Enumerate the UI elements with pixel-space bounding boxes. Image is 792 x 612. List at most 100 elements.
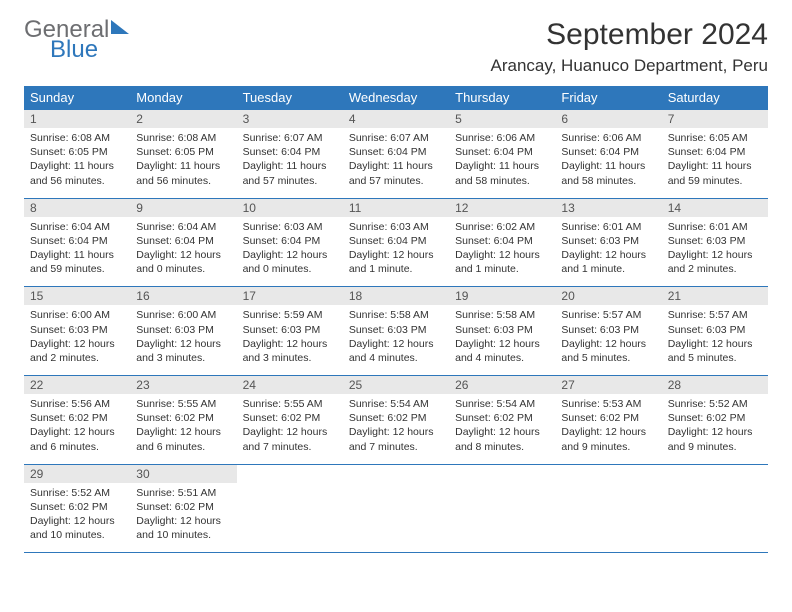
day-number: 10: [237, 199, 343, 217]
day-line-d1: Daylight: 12 hours: [561, 425, 655, 439]
weekday-header: Friday: [555, 86, 661, 110]
day-body: Sunrise: 5:54 AMSunset: 6:02 PMDaylight:…: [449, 394, 555, 464]
day-line-d2: and 1 minute.: [349, 262, 443, 276]
day-body: Sunrise: 5:55 AMSunset: 6:02 PMDaylight:…: [130, 394, 236, 464]
day-line-ss: Sunset: 6:03 PM: [349, 323, 443, 337]
day-number: 6: [555, 110, 661, 128]
day-number: 21: [662, 287, 768, 305]
day-line-ss: Sunset: 6:03 PM: [136, 323, 230, 337]
day-line-ss: Sunset: 6:02 PM: [455, 411, 549, 425]
day-line-ss: Sunset: 6:04 PM: [455, 234, 549, 248]
day-body: Sunrise: 5:57 AMSunset: 6:03 PMDaylight:…: [555, 305, 661, 375]
day-line-sr: Sunrise: 6:07 AM: [349, 131, 443, 145]
day-line-d2: and 9 minutes.: [668, 440, 762, 454]
day-line-d1: Daylight: 11 hours: [30, 248, 124, 262]
calendar-day-cell: 6Sunrise: 6:06 AMSunset: 6:04 PMDaylight…: [555, 110, 661, 199]
day-line-sr: Sunrise: 5:52 AM: [30, 486, 124, 500]
day-number: 16: [130, 287, 236, 305]
day-line-sr: Sunrise: 5:58 AM: [349, 308, 443, 322]
day-line-ss: Sunset: 6:04 PM: [243, 234, 337, 248]
day-line-sr: Sunrise: 5:57 AM: [561, 308, 655, 322]
day-line-ss: Sunset: 6:03 PM: [561, 234, 655, 248]
day-line-d1: Daylight: 12 hours: [455, 337, 549, 351]
day-line-d2: and 59 minutes.: [30, 262, 124, 276]
day-line-d2: and 59 minutes.: [668, 174, 762, 188]
day-body: Sunrise: 5:55 AMSunset: 6:02 PMDaylight:…: [237, 394, 343, 464]
calendar-page: General Blue September 2024 Arancay, Hua…: [0, 0, 792, 571]
day-line-ss: Sunset: 6:02 PM: [668, 411, 762, 425]
day-line-d2: and 3 minutes.: [243, 351, 337, 365]
day-body: Sunrise: 5:52 AMSunset: 6:02 PMDaylight:…: [24, 483, 130, 553]
day-line-d1: Daylight: 12 hours: [668, 337, 762, 351]
day-line-d1: Daylight: 12 hours: [561, 248, 655, 262]
day-line-d2: and 8 minutes.: [455, 440, 549, 454]
calendar-week-row: 29Sunrise: 5:52 AMSunset: 6:02 PMDayligh…: [24, 464, 768, 553]
day-line-ss: Sunset: 6:02 PM: [30, 500, 124, 514]
calendar-day-cell: 12Sunrise: 6:02 AMSunset: 6:04 PMDayligh…: [449, 198, 555, 287]
calendar-day-cell: 24Sunrise: 5:55 AMSunset: 6:02 PMDayligh…: [237, 376, 343, 465]
day-body: Sunrise: 6:00 AMSunset: 6:03 PMDaylight:…: [130, 305, 236, 375]
calendar-day-cell: 4Sunrise: 6:07 AMSunset: 6:04 PMDaylight…: [343, 110, 449, 199]
calendar-day-cell: 10Sunrise: 6:03 AMSunset: 6:04 PMDayligh…: [237, 198, 343, 287]
day-line-ss: Sunset: 6:02 PM: [136, 411, 230, 425]
day-line-d1: Daylight: 11 hours: [561, 159, 655, 173]
day-line-d2: and 6 minutes.: [136, 440, 230, 454]
calendar-day-cell: 8 Sunrise: 6:04 AMSunset: 6:04 PMDaylight…: [24, 198, 130, 287]
day-line-d1: Daylight: 12 hours: [243, 337, 337, 351]
day-number: 20: [555, 287, 661, 305]
day-body: Sunrise: 6:00 AMSunset: 6:03 PMDaylight:…: [24, 305, 130, 375]
day-line-ss: Sunset: 6:03 PM: [668, 234, 762, 248]
day-line-sr: Sunrise: 5:54 AM: [349, 397, 443, 411]
day-body: Sunrise: 6:03 AMSunset: 6:04 PMDaylight:…: [237, 217, 343, 287]
day-line-ss: Sunset: 6:03 PM: [668, 323, 762, 337]
calendar-day-cell: 15Sunrise: 6:00 AMSunset: 6:03 PMDayligh…: [24, 287, 130, 376]
day-number: 2: [130, 110, 236, 128]
day-number: 27: [555, 376, 661, 394]
day-number: 8: [24, 199, 130, 217]
day-line-ss: Sunset: 6:04 PM: [30, 234, 124, 248]
day-line-ss: Sunset: 6:04 PM: [136, 234, 230, 248]
calendar-day-cell: 14Sunrise: 6:01 AMSunset: 6:03 PMDayligh…: [662, 198, 768, 287]
title-block: September 2024 Arancay, Huanuco Departme…: [491, 18, 769, 76]
day-line-d2: and 0 minutes.: [136, 262, 230, 276]
calendar-day-cell: [343, 464, 449, 553]
day-line-d1: Daylight: 12 hours: [136, 337, 230, 351]
calendar-day-cell: 7Sunrise: 6:05 AMSunset: 6:04 PMDaylight…: [662, 110, 768, 199]
calendar-day-cell: 9Sunrise: 6:04 AMSunset: 6:04 PMDaylight…: [130, 198, 236, 287]
calendar-day-cell: 22Sunrise: 5:56 AMSunset: 6:02 PMDayligh…: [24, 376, 130, 465]
day-line-sr: Sunrise: 6:00 AM: [136, 308, 230, 322]
day-body: Sunrise: 5:54 AMSunset: 6:02 PMDaylight:…: [343, 394, 449, 464]
day-number: 29: [24, 465, 130, 483]
day-number: 15: [24, 287, 130, 305]
day-number: 7: [662, 110, 768, 128]
day-line-sr: Sunrise: 6:04 AM: [136, 220, 230, 234]
day-line-sr: Sunrise: 6:03 AM: [349, 220, 443, 234]
day-number: 30: [130, 465, 236, 483]
day-line-sr: Sunrise: 5:57 AM: [668, 308, 762, 322]
day-line-sr: Sunrise: 6:02 AM: [455, 220, 549, 234]
calendar-day-cell: 11Sunrise: 6:03 AMSunset: 6:04 PMDayligh…: [343, 198, 449, 287]
day-line-sr: Sunrise: 6:04 AM: [30, 220, 124, 234]
calendar-day-cell: [662, 464, 768, 553]
day-number: 28: [662, 376, 768, 394]
logo: General Blue: [24, 18, 129, 62]
day-body: Sunrise: 5:57 AMSunset: 6:03 PMDaylight:…: [662, 305, 768, 375]
day-body: Sunrise: 5:52 AMSunset: 6:02 PMDaylight:…: [662, 394, 768, 464]
day-line-d1: Daylight: 11 hours: [455, 159, 549, 173]
weekday-header-row: Sunday Monday Tuesday Wednesday Thursday…: [24, 86, 768, 110]
day-line-ss: Sunset: 6:02 PM: [349, 411, 443, 425]
day-body: Sunrise: 6:03 AMSunset: 6:04 PMDaylight:…: [343, 217, 449, 287]
calendar-day-cell: 26Sunrise: 5:54 AMSunset: 6:02 PMDayligh…: [449, 376, 555, 465]
day-line-d1: Daylight: 11 hours: [349, 159, 443, 173]
day-number: 17: [237, 287, 343, 305]
day-line-ss: Sunset: 6:04 PM: [668, 145, 762, 159]
day-line-ss: Sunset: 6:05 PM: [30, 145, 124, 159]
day-line-d1: Daylight: 12 hours: [243, 425, 337, 439]
day-number: 26: [449, 376, 555, 394]
day-line-ss: Sunset: 6:02 PM: [30, 411, 124, 425]
day-line-d2: and 56 minutes.: [30, 174, 124, 188]
day-line-ss: Sunset: 6:04 PM: [455, 145, 549, 159]
day-line-d2: and 9 minutes.: [561, 440, 655, 454]
day-line-ss: Sunset: 6:02 PM: [561, 411, 655, 425]
weekday-header: Saturday: [662, 86, 768, 110]
